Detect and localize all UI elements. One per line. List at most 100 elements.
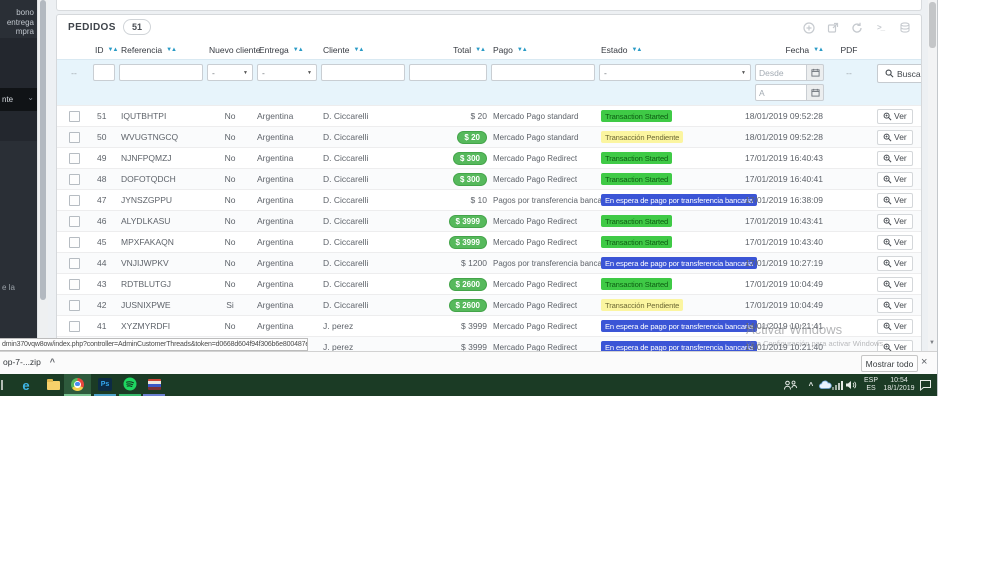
column-header-total[interactable]: Total ▼▲ <box>407 45 489 55</box>
row-checkbox[interactable] <box>68 131 80 143</box>
calendar-icon[interactable] <box>807 64 824 81</box>
view-order-button[interactable]: Ver <box>877 318 913 334</box>
filter-pdf-placeholder: -- <box>846 68 852 78</box>
column-header-entrega[interactable]: Entrega ▼▲ <box>255 45 319 55</box>
edge-browser-icon[interactable]: e <box>22 377 30 393</box>
order-date: 17/01/2019 10:27:19 <box>745 258 823 268</box>
column-header-fecha[interactable]: Fecha ▼▲ <box>753 45 835 55</box>
onedrive-cloud-icon[interactable] <box>818 374 832 396</box>
order-date: 18/01/2019 09:52:28 <box>745 132 823 142</box>
sort-icon[interactable]: ▼▲ <box>166 47 177 53</box>
row-checkbox[interactable] <box>68 152 80 164</box>
add-new-icon[interactable] <box>802 21 815 34</box>
sort-icon[interactable]: ▼▲ <box>475 47 486 53</box>
language-indicator[interactable]: ESP ES <box>860 374 882 396</box>
sidebar-item[interactable]: e la <box>2 283 15 292</box>
sort-icon[interactable]: ▼▲ <box>292 47 304 53</box>
sidebar-scrollbar-thumb[interactable] <box>40 0 46 300</box>
page-scrollbar[interactable]: ▼ <box>928 0 937 351</box>
striped-app-icon[interactable] <box>143 374 165 396</box>
view-order-button[interactable]: Ver <box>877 297 913 313</box>
view-order-button[interactable]: Ver <box>877 192 913 208</box>
sidebar-item-active[interactable]: nte ⌄ <box>0 88 37 111</box>
sort-icon[interactable]: ▼▲ <box>813 47 824 53</box>
view-order-button[interactable]: Ver <box>877 213 913 229</box>
filter-nuevo-cliente-select[interactable]: - ▼ <box>207 64 253 81</box>
view-order-button[interactable]: Ver <box>877 234 913 250</box>
action-center-icon[interactable] <box>916 374 934 396</box>
order-payment: Mercado Pago Redirect <box>493 342 578 352</box>
filter-cliente-input[interactable] <box>321 64 405 81</box>
column-header-estado[interactable]: Estado ▼▲ <box>597 45 753 55</box>
people-tray-icon[interactable] <box>780 374 800 396</box>
sidebar-scrollbar[interactable] <box>37 0 48 351</box>
view-order-button[interactable]: Ver <box>877 171 913 187</box>
filter-fecha-a-input[interactable] <box>755 84 807 101</box>
network-signal-icon[interactable] <box>831 374 844 396</box>
hidden-icons-chevron-icon[interactable]: ^ <box>808 380 814 390</box>
order-status-cell: Transaction Started <box>597 110 753 122</box>
order-reference: WVUGTNGCQ <box>121 132 179 142</box>
chrome-icon-active[interactable] <box>64 374 91 396</box>
file-explorer-icon[interactable] <box>42 374 64 396</box>
column-header-pago[interactable]: Pago ▼▲ <box>489 45 597 55</box>
row-checkbox[interactable] <box>68 194 80 206</box>
sort-icon[interactable]: ▼▲ <box>353 47 364 53</box>
volume-icon[interactable] <box>844 374 858 396</box>
order-date: 14/01/2019 10:21:41 <box>745 321 823 331</box>
sort-icon[interactable]: ▼▲ <box>107 47 119 53</box>
scrollbar-down-arrow-icon[interactable]: ▼ <box>929 340 935 346</box>
column-header-referencia[interactable]: Referencia ▼▲ <box>117 45 205 55</box>
order-reference: DOFOTQDCH <box>121 174 176 184</box>
sidebar-item[interactable]: entrega <box>6 18 34 27</box>
export-icon[interactable] <box>826 21 839 34</box>
sql-console-icon[interactable]: >_ <box>876 23 885 32</box>
close-icon[interactable]: × <box>921 356 928 368</box>
view-order-button[interactable]: Ver <box>877 150 913 166</box>
chevron-up-icon[interactable]: ^ <box>49 357 56 367</box>
database-icon[interactable] <box>898 21 911 34</box>
view-order-button[interactable]: Ver <box>877 339 913 351</box>
sidebar-item[interactable]: bono <box>16 8 34 17</box>
filter-total-input[interactable] <box>409 64 487 81</box>
column-header-label: ID <box>95 45 104 55</box>
view-order-label: Ver <box>894 132 907 142</box>
sort-icon[interactable]: ▼▲ <box>631 47 642 53</box>
row-checkbox[interactable] <box>68 320 80 332</box>
order-new-customer: No <box>224 237 236 247</box>
spotify-icon[interactable] <box>119 374 141 396</box>
view-order-button[interactable]: Ver <box>877 276 913 292</box>
column-header-id[interactable]: ID ▼▲ <box>91 45 119 55</box>
sidebar-item[interactable]: mpra <box>15 27 34 36</box>
row-checkbox[interactable] <box>68 110 80 122</box>
row-checkbox[interactable] <box>68 215 80 227</box>
row-checkbox[interactable] <box>68 236 80 248</box>
filter-entrega-select[interactable]: - ▼ <box>257 64 317 81</box>
row-checkbox[interactable] <box>68 173 80 185</box>
refresh-icon[interactable] <box>850 21 863 34</box>
view-order-button[interactable]: Ver <box>877 108 913 124</box>
row-checkbox[interactable] <box>68 278 80 290</box>
downloaded-file-chip[interactable]: op-7-...zip ^ <box>3 357 55 367</box>
filter-id-input[interactable] <box>93 64 115 81</box>
column-header-label: PDF <box>840 45 858 55</box>
view-order-button[interactable]: Ver <box>877 129 913 145</box>
view-order-button[interactable]: Ver <box>877 255 913 271</box>
page-scrollbar-thumb[interactable] <box>929 2 936 48</box>
photoshop-icon[interactable]: Ps <box>94 374 116 396</box>
order-total-pill: $ 3999 <box>448 214 487 228</box>
filter-fecha-desde-input[interactable] <box>755 64 807 81</box>
row-checkbox[interactable] <box>68 299 80 311</box>
column-header-cliente[interactable]: Cliente ▼▲ <box>319 45 407 55</box>
filter-pago-input[interactable] <box>491 64 595 81</box>
calendar-icon[interactable] <box>807 84 824 101</box>
order-total: $ 3999 <box>461 321 487 331</box>
row-checkbox[interactable] <box>68 257 80 269</box>
row-checkbox-cell <box>57 110 91 122</box>
sort-icon[interactable]: ▼▲ <box>516 47 528 53</box>
search-button[interactable]: Buscar <box>877 64 921 83</box>
filter-referencia-input[interactable] <box>119 64 203 81</box>
clock[interactable]: 10:54 18/1/2019 <box>882 374 916 396</box>
show-all-downloads-button[interactable]: Mostrar todo <box>861 355 918 372</box>
filter-estado-select[interactable]: - ▼ <box>599 64 751 81</box>
